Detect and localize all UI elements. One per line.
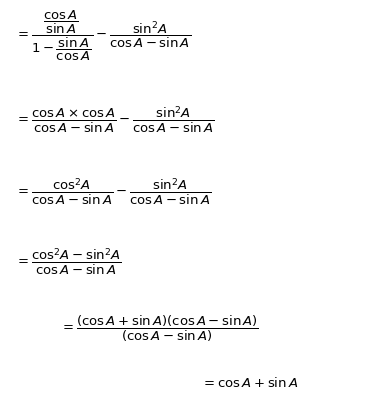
Text: $= \dfrac{(\cos A + \sin A)(\cos A - \sin A)}{(\cos A - \sin A)}$: $= \dfrac{(\cos A + \sin A)(\cos A - \si… <box>60 314 259 344</box>
Text: $= \cos A + \sin A$: $= \cos A + \sin A$ <box>201 376 298 390</box>
Text: $= \dfrac{\cos^2\!A}{\cos A - \sin A} - \dfrac{\sin^2\!A}{\cos A - \sin A}$: $= \dfrac{\cos^2\!A}{\cos A - \sin A} - … <box>15 176 211 207</box>
Text: $= \dfrac{\dfrac{\cos A}{\sin A}}{1-\dfrac{\sin A}{\cos A}} - \dfrac{\sin^2\!A}{: $= \dfrac{\dfrac{\cos A}{\sin A}}{1-\dfr… <box>15 9 191 63</box>
Text: $= \dfrac{\cos^2\!A - \sin^2\!A}{\cos A - \sin A}$: $= \dfrac{\cos^2\!A - \sin^2\!A}{\cos A … <box>15 246 122 277</box>
Text: $= \dfrac{\cos A \times \cos A}{\cos A - \sin A} - \dfrac{\sin^2\!A}{\cos A - \s: $= \dfrac{\cos A \times \cos A}{\cos A -… <box>15 104 214 135</box>
